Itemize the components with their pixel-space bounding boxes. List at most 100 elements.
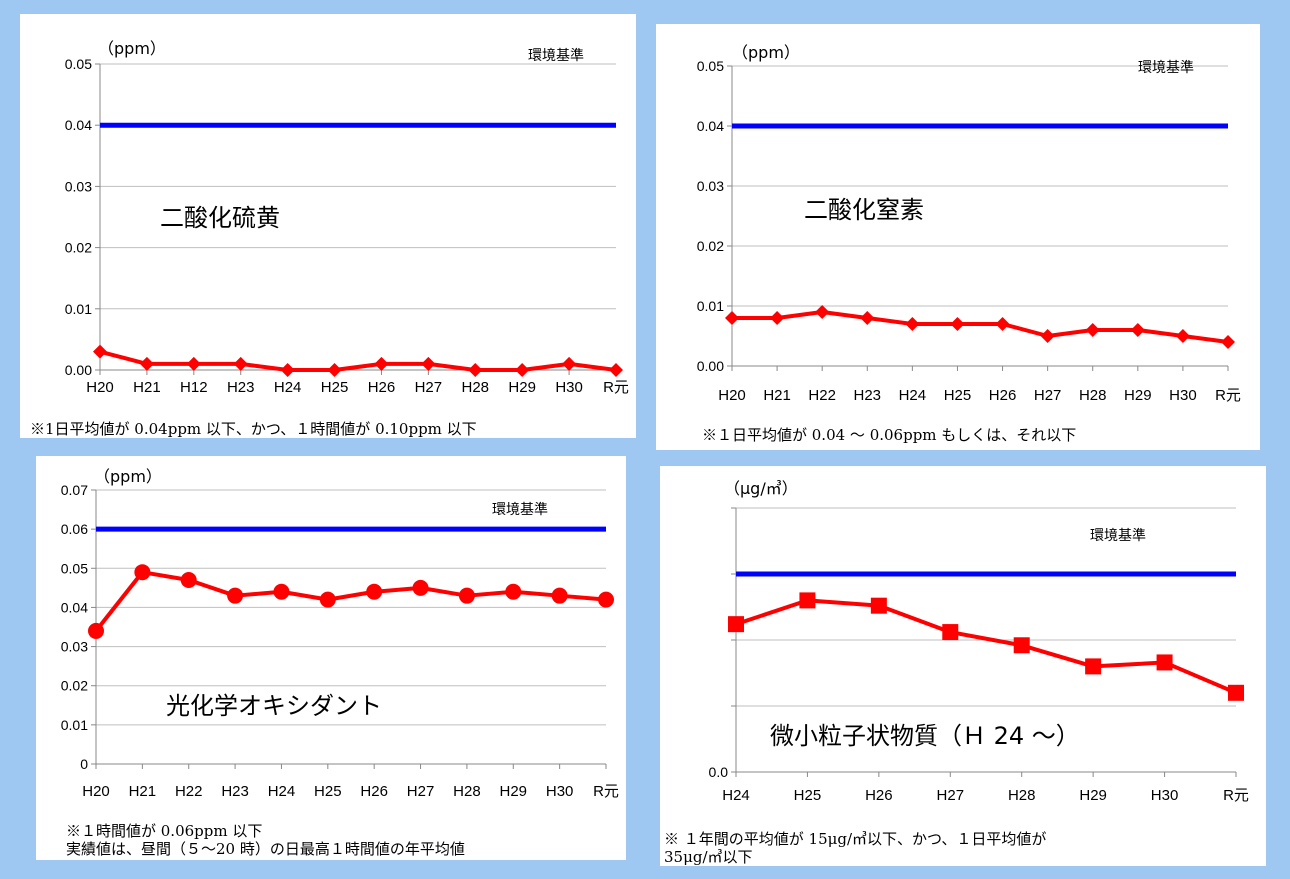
x-tick-label: H22 [808, 387, 836, 404]
chart-note-no2: ※１日平均値が 0.04 ～ 0.06ppm もしくは、それ以下 [702, 426, 1077, 444]
x-tick-label: H22 [175, 783, 203, 800]
y-tick-label: 0.04 [65, 117, 92, 133]
x-tick-label: H27 [407, 783, 435, 800]
x-tick-label: H29 [1079, 787, 1107, 804]
x-tick-label: H26 [989, 387, 1017, 404]
data-point [280, 363, 295, 377]
standard-label: 環境基準 [528, 47, 584, 64]
x-tick-label: H24 [899, 387, 927, 404]
x-tick-label: H21 [763, 387, 791, 404]
chart-note-ox: ※１時間値が 0.06ppm 以下 実績値は、昼間（５～20 時）の日最高１時間… [66, 822, 465, 858]
x-tick-label: H27 [1034, 387, 1062, 404]
chart-panel-no2: 0.00 0.01 0.02 0.03 0.04 0.05 H20 H21 H22 H23 H24 H… [656, 24, 1260, 450]
data-point [1085, 323, 1100, 337]
data-point [1221, 335, 1235, 349]
data-point [327, 363, 342, 377]
data-point [1156, 654, 1173, 671]
x-tick-label: H29 [508, 379, 536, 396]
y-unit-label: （μg/㎥） [724, 479, 798, 498]
x-tick-label: H12 [180, 379, 208, 396]
y-tick-label: 0.01 [697, 298, 724, 314]
x-tick-label: H26 [368, 379, 396, 396]
x-tick-label: H24 [722, 787, 750, 804]
data-point [180, 572, 197, 589]
y-tick-label: 0.03 [65, 178, 92, 194]
x-tick-label: H27 [937, 787, 965, 804]
y-tick-label: 0.02 [697, 238, 724, 254]
data-point [186, 356, 201, 371]
data-point [598, 591, 614, 608]
chart-panel-pm25: 0.0 H24 H25 H26 H27 H28 H29 H30 R元 （μg/㎥） 環境基準 微小粒子… [660, 466, 1266, 866]
x-tick-label: H29 [500, 783, 528, 800]
data-point [799, 592, 816, 609]
chart-note-pm25: ※ １年間の平均値が 15μg/㎥以下、かつ、１日平均値が 35μg/㎥以下 [664, 830, 1047, 866]
chart-title: 二酸化硫黄 [160, 204, 280, 232]
data-point [770, 311, 785, 325]
y-tick-label: 0.03 [61, 639, 88, 655]
x-tick-label: H23 [227, 379, 255, 396]
x-tick-label: H30 [555, 379, 583, 396]
data-point [870, 597, 887, 614]
x-tick-label: H28 [462, 379, 490, 396]
y-unit-label: （ppm） [98, 39, 166, 58]
x-tick-label: H28 [453, 783, 481, 800]
x-tick-label: H23 [221, 783, 249, 800]
standard-label: 環境基準 [1138, 59, 1194, 76]
data-point [995, 317, 1010, 331]
data-point [815, 305, 830, 319]
x-tick-label: H29 [1124, 387, 1152, 404]
x-tick-label: H28 [1079, 387, 1107, 404]
data-point [1085, 658, 1102, 675]
y-tick-label: 0.04 [697, 118, 724, 134]
data-point [725, 311, 739, 325]
data-point [1175, 329, 1190, 343]
x-tick-label: H24 [268, 783, 296, 800]
x-tick-label: H25 [314, 783, 342, 800]
x-tick-label: H30 [1169, 387, 1197, 404]
data-point [728, 616, 744, 633]
chart-note-so2: ※1日平均値が 0.04ppm 以下、かつ、１時間値が 0.10ppm 以下 [30, 420, 477, 438]
chart-panel-ox: 0 0.01 0.02 0.03 0.04 0.05 0.06 0.07 H20 H21 H22 H2… [36, 456, 626, 860]
x-tick-label: H25 [794, 787, 822, 804]
x-tick-label: R元 [1223, 787, 1249, 804]
data-point [273, 583, 290, 600]
data-point [515, 363, 530, 377]
standard-label: 環境基準 [492, 501, 548, 518]
chart-svg-ox: 0 0.01 0.02 0.03 0.04 0.05 0.06 0.07 H20 H21 H22 H2… [61, 467, 619, 800]
y-tick-label: 0 [80, 756, 88, 772]
data-point [233, 356, 248, 371]
y-tick-label: 0.02 [61, 678, 88, 694]
chart-title: 二酸化窒素 [804, 196, 924, 224]
x-tick-label: H27 [415, 379, 443, 396]
data-point [421, 356, 436, 371]
y-tick-label: 0.05 [697, 58, 724, 74]
y-unit-label: （ppm） [732, 43, 800, 62]
x-tick-label: R元 [1215, 387, 1241, 404]
data-point [1040, 329, 1055, 343]
chart-svg-no2: 0.00 0.01 0.02 0.03 0.04 0.05 H20 H21 H22 H23 H24 H… [697, 43, 1241, 404]
chart-title: 微小粒子状物質（Ｈ 24 ～） [770, 722, 1080, 750]
data-point [412, 579, 429, 596]
chart-svg-pm25: 0.0 H24 H25 H26 H27 H28 H29 H30 R元 （μg/㎥） 環境基準微小粒子… [709, 479, 1249, 804]
data-point [505, 583, 522, 600]
data-point [1130, 323, 1145, 337]
data-point [88, 622, 104, 639]
y-tick-label: 0.01 [61, 717, 88, 733]
y-tick-label: 0.04 [61, 599, 88, 615]
data-point [942, 624, 959, 641]
y-tick-label: 0.06 [61, 521, 88, 537]
data-point [860, 311, 875, 325]
y-tick-label: 0.07 [61, 482, 88, 498]
chart-title: 光化学オキシダント [166, 692, 382, 720]
y-tick-label: 0.0 [709, 764, 729, 780]
data-point [458, 587, 475, 604]
data-point [551, 587, 568, 604]
y-unit-label: （ppm） [94, 467, 162, 486]
chart-svg-so2: 0.00 0.01 0.02 0.03 0.04 0.05 H20 H21 H12 H23 H24 H… [65, 39, 629, 396]
data-point [319, 591, 336, 608]
data-point [227, 587, 244, 604]
data-point [1013, 637, 1030, 654]
x-tick-label: H30 [546, 783, 574, 800]
chart-panel-so2: 0.00 0.01 0.02 0.03 0.04 0.05 H20 H21 H12 H23 H24 H… [20, 14, 636, 438]
x-tick-label: H24 [274, 379, 302, 396]
